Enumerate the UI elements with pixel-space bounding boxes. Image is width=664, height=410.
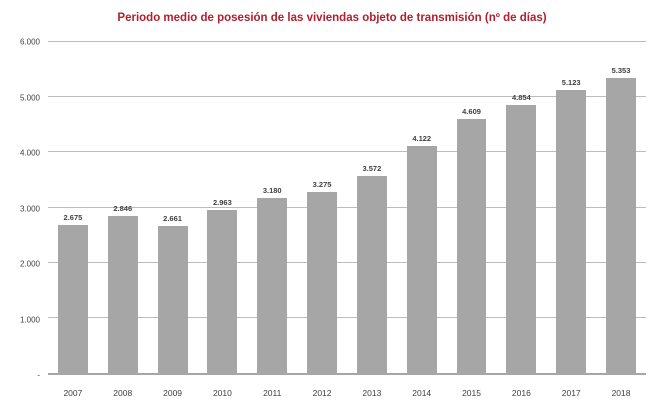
x-axis-tick-label: 2011 <box>263 388 282 398</box>
bar-value-label: 3.275 <box>312 180 332 190</box>
y-axis-tick-label: 2.000 <box>19 259 40 269</box>
bar-column-2017: 5.123 <box>546 42 596 373</box>
chart-title: Periodo medio de posesión de las viviend… <box>117 12 547 24</box>
bar-2012 <box>307 192 337 373</box>
bar-2018 <box>606 77 636 373</box>
bar-value-label: 2.963 <box>213 197 232 207</box>
bar-2017 <box>556 90 587 373</box>
bar-column-2007: 2.675 <box>48 42 98 373</box>
bar-column-2013: 3.572 <box>347 42 397 373</box>
bar-column-2010: 2.963 <box>197 42 247 373</box>
bar-value-label: 2.661 <box>163 214 182 224</box>
y-axis-tick-label: 4.000 <box>19 148 40 158</box>
bar-2009 <box>157 226 188 373</box>
bar-value-label: 4.609 <box>462 106 481 116</box>
x-axis-tick-label: 2012 <box>312 388 332 398</box>
bar-value-label: 2.846 <box>113 204 133 213</box>
bar-column-2011: 3.180 <box>247 42 297 373</box>
bar-2015 <box>456 118 487 373</box>
bar-column-2014: 4.122 <box>397 42 447 373</box>
bar-column-2015: 4.609 <box>447 42 497 373</box>
bar-value-label: 2.675 <box>63 213 83 223</box>
bar-value-label: 5.123 <box>561 78 581 88</box>
gridline-2000 <box>48 261 646 263</box>
y-axis-tick-label: 3.000 <box>19 204 40 213</box>
x-axis-tick-label: 2008 <box>113 388 133 398</box>
x-axis-tick-label: 2017 <box>561 388 581 398</box>
gridline-1000 <box>48 316 646 318</box>
bar-value-label: 3.572 <box>362 163 382 173</box>
bar-value-label: 3.180 <box>262 185 282 195</box>
bar-column-2012: 3.275 <box>297 42 347 373</box>
gridline-4000 <box>48 151 646 153</box>
plot-area: 2.675 2.846 2.661 2.963 3.180 3.275 3.572 4.122… <box>48 41 646 375</box>
x-axis-tick-label: 2013 <box>362 388 382 398</box>
bar-2016 <box>506 105 537 373</box>
x-axis: 2007 2008 2009 2010 2011 2012 2013 2014 2015 2016… <box>48 388 646 398</box>
x-axis-tick-label: 2009 <box>163 388 183 398</box>
bar-column-2009: 2.661 <box>148 42 198 373</box>
bar-value-label: 5.353 <box>611 65 631 75</box>
bar-column-2016: 4.854 <box>496 42 546 373</box>
bars-row: 2.675 2.846 2.661 2.963 3.180 3.275 3.572 4.122… <box>48 42 646 373</box>
x-axis-tick-label: 2007 <box>63 388 83 398</box>
gridline-3000 <box>48 206 646 208</box>
bar-2008 <box>107 216 138 373</box>
bar-2010 <box>207 209 238 373</box>
gridline-5000 <box>48 96 646 98</box>
x-axis-tick-label: 2015 <box>462 388 481 398</box>
y-axis-tick-label: 5.000 <box>19 93 40 102</box>
bar-value-label: 4.122 <box>412 133 432 143</box>
x-axis-tick-label: 2018 <box>611 388 631 398</box>
y-axis-tick-label: 1.000 <box>19 315 40 324</box>
y-axis-tick-label: - <box>37 370 40 380</box>
bar-column-2008: 2.846 <box>98 42 148 373</box>
y-axis-tick-label: 6.000 <box>19 37 40 47</box>
bar-column-2018: 5.353 <box>596 42 646 373</box>
bar-2011 <box>257 197 288 373</box>
x-axis-tick-label: 2016 <box>511 388 531 398</box>
x-axis-tick-label: 2010 <box>212 388 232 398</box>
bar-2007 <box>57 225 88 373</box>
bar-value-label: 4.854 <box>511 93 531 103</box>
bar-2013 <box>356 175 387 373</box>
bar-2014 <box>406 145 437 373</box>
gridline-6000 <box>48 41 646 42</box>
x-axis-tick-label: 2014 <box>412 388 432 398</box>
